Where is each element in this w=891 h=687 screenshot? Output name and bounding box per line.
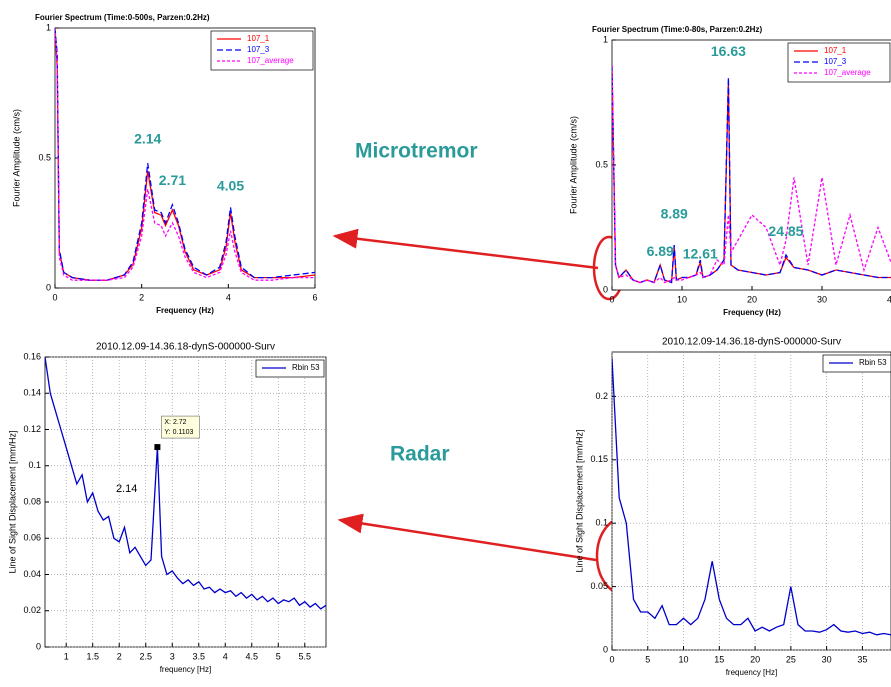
x-tick-label: 2: [139, 292, 144, 302]
x-tick-label: 3.5: [192, 651, 205, 661]
x-tick-label: 35: [857, 654, 867, 664]
annotation: 2.71: [159, 172, 186, 188]
legend-label: 107_1: [824, 46, 847, 55]
x-tick-label: 15: [714, 654, 724, 664]
legend-label: Rbin 53: [859, 358, 887, 367]
chart-title: Fourier Spectrum (Time:0-80s, Parzen:0.2…: [592, 25, 762, 34]
x-tick-label: 5: [276, 651, 281, 661]
y-tick-label: 0.14: [23, 388, 41, 398]
x-tick-label: 1.5: [86, 651, 99, 661]
legend-label: 107_1: [247, 34, 270, 43]
x-tick-label: 4.5: [246, 651, 259, 661]
y-axis-label: Line of Sight Displacement [mm/Hz]: [7, 430, 17, 573]
x-axis-label: Frequency (Hz): [723, 308, 781, 317]
y-tick-label: 0.2: [595, 391, 608, 401]
series-line: [612, 64, 891, 284]
legend-label: 107_average: [824, 68, 871, 77]
datatip-label: X: 2.72: [164, 419, 186, 426]
datatip-box: [161, 415, 200, 439]
x-tick-label: 5: [645, 654, 650, 664]
x-tick-label: 30: [822, 654, 832, 664]
annotation: 4.05: [217, 177, 244, 193]
y-tick-label: 0.16: [23, 351, 41, 361]
x-axis-label: frequency [Hz]: [726, 668, 778, 677]
x-tick-label: 1: [64, 651, 69, 661]
x-tick-label: 30: [817, 294, 827, 304]
datatip-marker: [154, 444, 161, 451]
label-radar: Radar: [390, 443, 450, 466]
y-tick-label: 0.05: [590, 581, 608, 591]
annotation: 16.63: [711, 43, 746, 59]
x-tick-label: 40: [887, 294, 891, 304]
plot-lines: [45, 357, 326, 610]
x-tick-label: 2.5: [139, 651, 152, 661]
x-tick-label: 0: [52, 292, 57, 302]
y-tick-label: 0.08: [23, 496, 41, 506]
chart-title: Fourier Spectrum (Time:0-500s, Parzen:0.…: [35, 13, 210, 22]
legend-box: [255, 359, 325, 378]
plot-lines: [612, 358, 891, 636]
x-tick-label: 0: [609, 294, 614, 304]
plot-area: [54, 27, 316, 289]
arrow: [332, 228, 599, 270]
x-tick-label: 20: [750, 654, 760, 664]
x-axis-label: Frequency (Hz): [156, 306, 214, 315]
annotation: 2.14: [134, 131, 161, 147]
series-line: [55, 28, 315, 281]
x-tick-label: 2: [117, 651, 122, 661]
y-tick-label: 1: [603, 34, 608, 44]
plot-area: [611, 351, 891, 651]
y-tick-label: 0: [603, 284, 608, 294]
x-tick-label: 3: [170, 651, 175, 661]
x-axis-label: frequency [Hz]: [160, 665, 212, 674]
x-tick-label: 20: [747, 294, 757, 304]
arrow: [337, 513, 597, 562]
x-tick-label: 6: [312, 292, 317, 302]
y-tick-label: 0: [603, 644, 608, 654]
y-tick-label: 0.1: [595, 518, 608, 528]
y-tick-label: 0: [46, 282, 51, 292]
x-tick-label: 4: [226, 292, 231, 302]
label-microtremor: Microtremor: [355, 140, 478, 163]
y-tick-label: 0.5: [38, 152, 51, 162]
y-axis-label: Fourier Amplitude (cm/s): [568, 116, 578, 214]
y-tick-label: 0: [36, 641, 41, 651]
x-tick-label: 4: [223, 651, 228, 661]
legend-box: [822, 354, 891, 373]
annotation: 24.85: [768, 223, 803, 239]
series-line: [612, 358, 891, 636]
y-tick-label: 0.12: [23, 424, 41, 434]
x-tick-label: 10: [679, 654, 689, 664]
y-tick-label: 0.1: [28, 460, 41, 470]
annotation: 12.61: [683, 246, 718, 262]
legend-label: 107_3: [247, 45, 270, 54]
y-tick-label: 0.06: [23, 533, 41, 543]
series-line: [55, 28, 315, 281]
annotation: 2.14: [116, 483, 137, 495]
y-tick-label: 1: [46, 22, 51, 32]
plot-lines: [55, 28, 315, 281]
y-tick-label: 0.5: [595, 159, 608, 169]
x-tick-label: 25: [786, 654, 796, 664]
y-axis-label: Fourier Amplitude (cm/s): [11, 109, 21, 207]
series-line: [45, 357, 326, 610]
y-tick-label: 0.15: [590, 454, 608, 464]
annotation: 6.89: [647, 243, 674, 259]
legend-label: 107_average: [247, 56, 294, 65]
annotation: 8.89: [661, 206, 688, 222]
y-tick-label: 0.02: [23, 605, 41, 615]
y-tick-label: 0.04: [23, 569, 41, 579]
datatip-label: Y: 0.1103: [164, 429, 193, 436]
chart-title: 2010.12.09-14.36.18-dynS-000000-Surv: [96, 342, 275, 353]
chart-title: 2010.12.09-14.36.18-dynS-000000-Surv: [662, 337, 841, 348]
legend-label: Rbin 53: [292, 363, 320, 372]
x-tick-label: 10: [677, 294, 687, 304]
x-tick-label: 0: [609, 654, 614, 664]
legend-label: 107_3: [824, 57, 847, 66]
x-tick-label: 5.5: [299, 651, 312, 661]
y-axis-label: Line of Sight Displacement [mm/Hz]: [574, 429, 584, 572]
plot-lines: [612, 64, 891, 284]
